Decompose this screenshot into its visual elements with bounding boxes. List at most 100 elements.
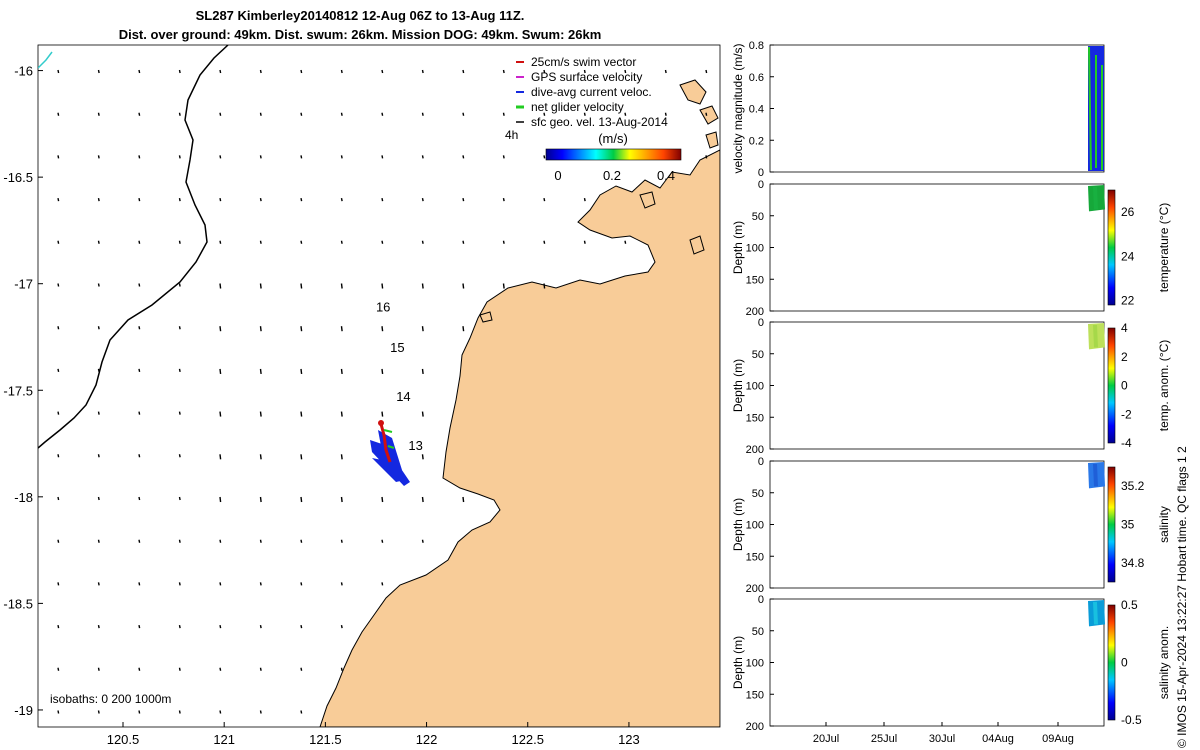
sfc-geo-arrow — [57, 582, 60, 586]
sfc-geo-arrow — [219, 368, 222, 374]
sfc-geo-arrow — [381, 197, 384, 202]
sfc-geo-arrow — [57, 368, 60, 373]
sfc-geo-arrow — [340, 411, 343, 417]
sfc-geo-arrow — [219, 283, 222, 289]
sfc-geo-arrow — [57, 155, 60, 159]
sfc-geo-arrow — [462, 240, 465, 244]
sfc-geo-arrow — [178, 240, 181, 244]
sfc-geo-arrow — [219, 197, 222, 202]
panel-y-tick-label: 200 — [746, 721, 764, 733]
sfc-geo-arrow — [462, 283, 465, 289]
panel-y-tick-label: 0.8 — [749, 40, 764, 52]
sfc-geo-arrow — [97, 155, 100, 159]
panel-colorbar-tick-label: 0 — [1121, 379, 1128, 393]
sfc-geo-arrow — [300, 326, 303, 332]
sfc-geo-arrow — [97, 197, 100, 202]
panel-colorbar-tick-label: 4 — [1121, 321, 1128, 335]
sfc-geo-arrow — [543, 240, 546, 244]
legend-entry-swim: 25cm/s swim vector — [516, 55, 636, 69]
sfc-geo-arrow — [381, 496, 384, 503]
net-velocity-series — [1088, 46, 1103, 171]
sfc-geo-arrow — [259, 197, 262, 202]
panel-colorbar-label: temp. anom. (°C) — [1157, 340, 1171, 432]
time-series-panels: velocity magnitude (m/s) 0 0.2 0.4 0.6 0.8 Dep… — [731, 40, 1171, 745]
map-y-tick-label: -16 — [14, 64, 33, 79]
map-x-tick-label: 122.5 — [511, 732, 544, 747]
sfc-geo-arrow — [300, 667, 303, 671]
sfc-geo-arrow — [340, 582, 343, 586]
sfc-geo-arrow — [381, 112, 384, 116]
sfc-geo-arrow — [259, 112, 262, 116]
svg-text:GPS surface velocity: GPS surface velocity — [531, 70, 642, 84]
panel-axes-frame — [769, 183, 1105, 312]
map-x-tick-label: 121 — [213, 732, 235, 747]
sfc-geo-arrow — [300, 411, 303, 417]
panel-colorbar-label: salinity anom. — [1157, 626, 1171, 699]
map-x-tick-labels: 120.5 121 121.5 122 122.5 123 — [107, 722, 640, 747]
sfc-geo-arrow — [138, 69, 141, 74]
panel-colorbar-tick-label: 26 — [1121, 205, 1135, 219]
sfc-geo-arrow — [381, 326, 384, 332]
sfc-geo-arrow — [381, 582, 384, 586]
sfc-geo-arrow — [138, 624, 141, 629]
panel-y-tick-label: 0 — [758, 167, 764, 179]
sfc-geo-arrow — [97, 411, 100, 415]
figure-title-line2: Dist. over ground: 49km. Dist. swum: 26k… — [118, 27, 602, 42]
sfc-geo-arrow — [624, 69, 627, 74]
sfc-geo-arrow — [138, 326, 141, 330]
sfc-geo-arrow — [57, 624, 60, 629]
map-y-tick-label: -17.5 — [3, 383, 33, 398]
panel-colorbar-tick-label: 35 — [1121, 518, 1135, 532]
sfc-geo-arrow — [300, 283, 303, 289]
sfc-geo-arrow — [259, 582, 262, 586]
sfc-geo-arrow — [543, 197, 546, 202]
sfc-geo-arrow — [340, 283, 343, 289]
sfc-geo-arrow — [138, 283, 141, 287]
sfc-geo-arrow — [57, 112, 60, 116]
sfc-geo-arrow — [300, 624, 303, 629]
panel-2: Depth (m) 0 50 100 150 200 22 24 26 temperature (… — [731, 179, 1171, 318]
panel-colorbar — [1107, 327, 1116, 444]
track-hour-label: 15 — [390, 340, 404, 355]
panel-colorbar-label: salinity — [1157, 506, 1171, 543]
sfc-geo-arrow — [57, 197, 60, 202]
profile-data-band — [1093, 187, 1098, 210]
map-y-tick-label: -16.5 — [3, 170, 33, 185]
sfc-geo-arrow — [57, 240, 60, 244]
sfc-geo-arrow — [664, 112, 667, 116]
panel-ylabel: Depth (m) — [731, 498, 745, 551]
panel-ylabel: velocity magnitude (m/s) — [731, 43, 745, 173]
panel-ylabel: Depth (m) — [731, 221, 745, 274]
sfc-geo-arrow — [219, 155, 222, 159]
sfc-geo-arrow — [219, 582, 222, 586]
panel-axes-frame — [769, 321, 1105, 450]
sfc-geo-arrow — [138, 710, 141, 714]
map-y-tick-label: -19 — [14, 703, 33, 718]
sfc-geo-arrow — [138, 155, 141, 159]
land-mass — [319, 149, 720, 727]
sfc-geo-arrow — [259, 368, 262, 374]
panel-y-tick-label: 50 — [752, 626, 764, 638]
map-x-tick-label: 121.5 — [309, 732, 342, 747]
panel-1: velocity magnitude (m/s) 0 0.2 0.4 0.6 0.8 — [731, 40, 1105, 179]
sfc-geo-arrow — [97, 368, 100, 373]
sfc-geo-arrow — [178, 368, 181, 373]
sfc-geo-arrow — [57, 667, 60, 671]
sfc-geo-arrow — [219, 667, 222, 671]
panel-ylabel: Depth (m) — [731, 359, 745, 412]
sfc-geo-arrow — [462, 326, 465, 332]
panel-y-tick-label: 200 — [746, 444, 764, 456]
sfc-geo-arrow — [705, 155, 708, 159]
sfc-geo-arrow — [259, 496, 262, 503]
sfc-geo-arrow — [381, 155, 384, 159]
sfc-geo-arrow — [583, 69, 586, 74]
sfc-geo-arrow — [219, 624, 222, 629]
sfc-geo-arrow — [97, 326, 100, 330]
panel-y-tick-label: 150 — [746, 274, 764, 286]
sfc-geo-arrow — [178, 112, 181, 116]
sfc-geo-arrow — [259, 240, 262, 244]
sfc-geo-arrow — [300, 112, 303, 116]
panel-axes-frame — [769, 44, 1105, 173]
sfc-geo-arrow — [664, 69, 667, 74]
